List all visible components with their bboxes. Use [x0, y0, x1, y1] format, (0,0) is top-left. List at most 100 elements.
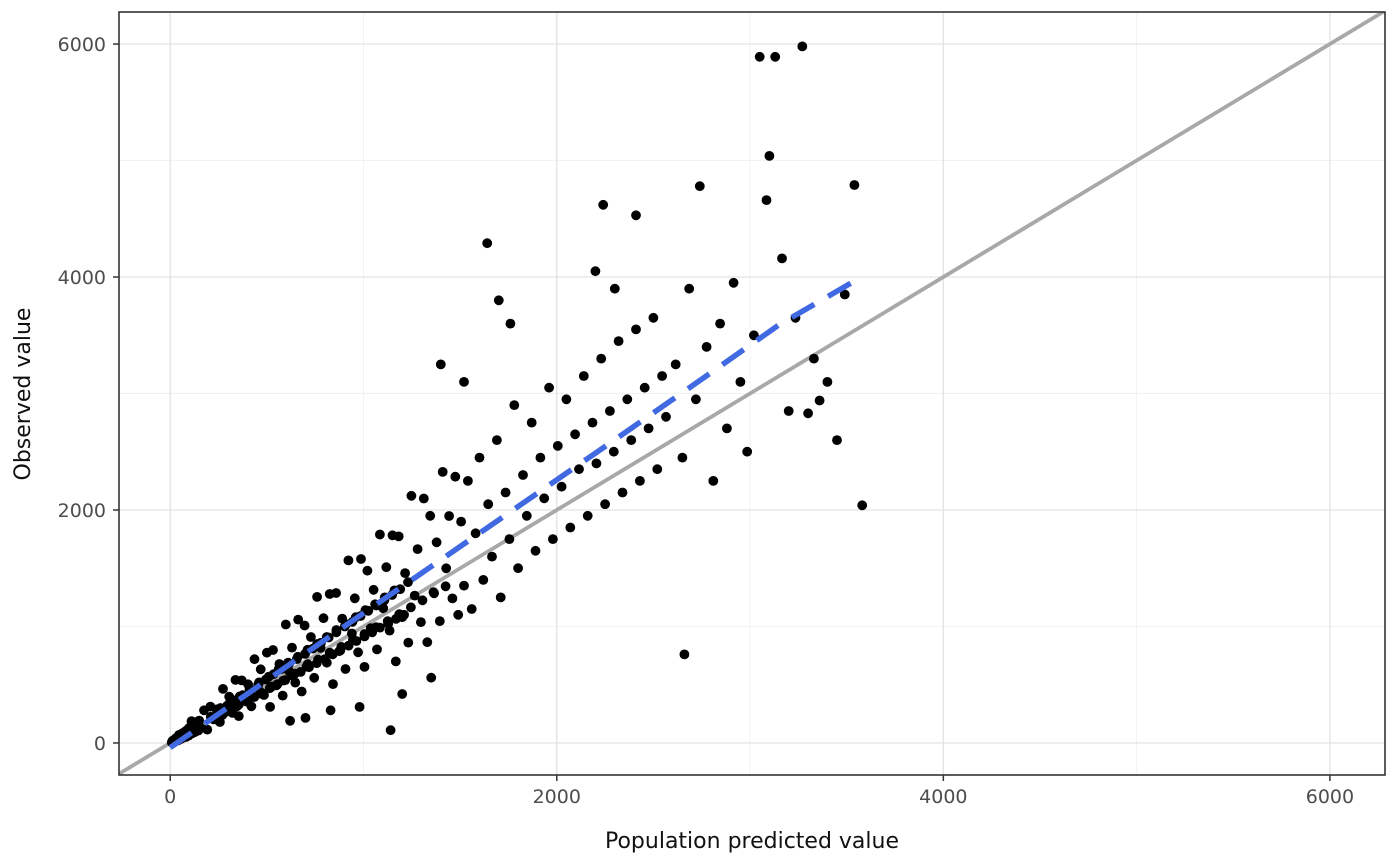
data-point: [622, 394, 633, 405]
y-axis-title: Observed value: [11, 308, 36, 481]
x-tick-label: 6000: [1306, 786, 1354, 808]
data-point: [278, 675, 289, 686]
data-point: [648, 312, 659, 323]
data-point: [343, 555, 354, 566]
data-point: [331, 625, 342, 635]
data-point: [290, 668, 300, 679]
data-point: [478, 575, 489, 585]
data-point: [570, 429, 580, 440]
data-point: [635, 476, 645, 486]
data-point: [403, 637, 414, 648]
data-point: [613, 336, 624, 346]
data-point: [409, 590, 420, 601]
data-point: [596, 353, 607, 364]
identity-line: [119, 12, 1385, 775]
data-point: [287, 642, 297, 653]
data-point: [324, 647, 335, 658]
data-point: [552, 441, 563, 451]
data-point: [268, 645, 278, 655]
data-point: [722, 423, 732, 434]
data-point: [605, 406, 615, 416]
data-point: [280, 619, 291, 630]
data-point: [403, 577, 413, 588]
data-point: [617, 487, 628, 498]
data-point: [770, 51, 781, 62]
x-axis-title: Population predicted value: [605, 829, 899, 854]
data-point: [643, 423, 654, 434]
data-point: [728, 277, 739, 288]
data-point: [565, 522, 576, 533]
x-tick-label: 2000: [533, 786, 581, 808]
data-point: [362, 565, 373, 576]
data-point: [435, 359, 446, 370]
data-point: [353, 647, 363, 658]
data-point: [600, 499, 610, 510]
data-point: [349, 593, 360, 604]
data-point: [263, 671, 274, 682]
data-point: [631, 210, 641, 221]
data-point: [437, 467, 448, 477]
data-point: [777, 253, 787, 264]
data-point: [797, 41, 808, 52]
data-point: [513, 563, 523, 574]
data-point: [590, 266, 601, 277]
data-point: [375, 529, 385, 540]
data-point: [249, 654, 260, 665]
data-point: [406, 602, 416, 613]
data-point: [701, 342, 712, 352]
data-point: [832, 435, 842, 445]
data-point: [482, 238, 493, 249]
data-point: [313, 654, 323, 665]
data-point: [440, 581, 451, 592]
data-point: [233, 711, 244, 721]
data-point: [359, 629, 370, 639]
data-point: [849, 180, 860, 190]
data-point: [397, 689, 408, 699]
data-point: [416, 617, 426, 627]
data-point: [530, 545, 541, 556]
data-point: [670, 359, 681, 370]
data-point: [578, 371, 589, 381]
data-point: [385, 725, 396, 736]
data-point: [715, 318, 725, 329]
data-point: [483, 499, 494, 510]
data-point: [312, 592, 322, 602]
data-point: [487, 551, 497, 562]
data-point: [814, 395, 825, 406]
data-point: [425, 510, 436, 521]
data-point: [444, 511, 454, 521]
data-point: [694, 181, 705, 192]
data-point: [544, 382, 554, 393]
data-point: [340, 664, 351, 674]
data-point: [417, 595, 428, 606]
data-point: [526, 417, 537, 428]
data-point: [202, 724, 213, 735]
data-point: [309, 672, 320, 683]
data-point: [609, 283, 620, 294]
data-point: [394, 609, 405, 620]
data-point: [336, 642, 347, 652]
data-point: [393, 531, 404, 542]
data-point: [368, 584, 379, 595]
data-point: [447, 593, 458, 604]
data-point: [631, 324, 641, 335]
data-point: [299, 620, 310, 631]
data-point: [822, 377, 833, 387]
data-point: [764, 151, 775, 161]
data-point: [434, 616, 445, 626]
data-point: [492, 435, 502, 445]
data-point: [277, 690, 288, 701]
data-point: [266, 681, 277, 692]
data-point: [431, 537, 442, 548]
data-point: [661, 411, 671, 422]
data-point: [857, 500, 868, 511]
data-point: [400, 568, 410, 578]
data-point: [470, 528, 481, 539]
data-point: [348, 635, 358, 645]
data-point: [255, 688, 265, 699]
data-point: [754, 51, 765, 62]
data-point: [459, 377, 469, 387]
fit-layer: [168, 276, 860, 750]
fit-line-dashed: [168, 276, 860, 750]
data-point: [318, 613, 329, 624]
